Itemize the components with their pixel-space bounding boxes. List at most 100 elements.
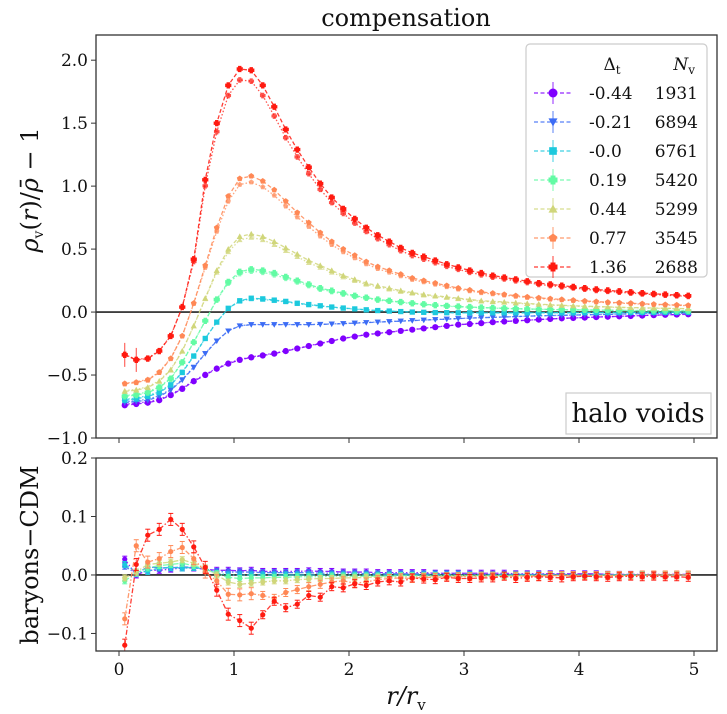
data-point: [593, 574, 599, 580]
data-point: [340, 585, 346, 591]
data-point: [420, 317, 427, 324]
series-0.19: [121, 266, 692, 400]
data-point: [558, 282, 565, 289]
data-point: [213, 338, 220, 345]
data-point: [236, 323, 243, 330]
data-point: [650, 304, 657, 311]
y-tick-label: 0.0: [61, 303, 88, 323]
annotation-box: [565, 392, 712, 435]
data-point: [420, 325, 427, 332]
legend-entry: 0.44 5299: [534, 198, 698, 220]
data-point: [443, 316, 450, 323]
legend-nv: 6761: [655, 142, 698, 162]
data-point: [225, 82, 232, 89]
data-point: [271, 103, 278, 110]
data-point: [236, 175, 243, 182]
data-point: [294, 214, 300, 220]
data-point: [386, 319, 393, 325]
data-point: [605, 574, 611, 580]
data-point: [190, 322, 197, 329]
legend-delta: -0.44: [589, 84, 633, 104]
legend-box: [525, 43, 708, 278]
data-point: [397, 287, 404, 294]
data-point: [489, 298, 496, 304]
data-point: [121, 351, 128, 358]
data-point: [627, 289, 634, 296]
data-point: [548, 175, 558, 185]
data-point: [214, 319, 220, 325]
data-point: [248, 172, 255, 179]
data-point: [558, 302, 565, 308]
data-point: [179, 369, 185, 376]
data-point: [156, 397, 163, 404]
data-point: [513, 575, 519, 582]
data-point: [639, 300, 646, 307]
data-point: [466, 296, 473, 302]
data-point: [685, 302, 692, 308]
data-point: [248, 179, 254, 185]
data-point: [570, 297, 577, 303]
data-point: [513, 310, 519, 316]
data-point: [156, 378, 163, 384]
data-point: [466, 320, 473, 328]
data-point: [409, 318, 416, 324]
data-point: [317, 229, 324, 236]
data-point: [260, 296, 266, 302]
data-point: [213, 120, 220, 127]
data-point: [375, 307, 381, 314]
data-point: [225, 328, 232, 335]
data-point: [122, 575, 128, 581]
data-point: [535, 301, 542, 307]
data-point: [294, 586, 300, 593]
data-point: [466, 315, 473, 322]
data-point: [662, 301, 669, 308]
annotation-text: halo voids: [571, 399, 704, 429]
data-point: [443, 322, 450, 330]
data-point: [259, 237, 266, 243]
data-point: [662, 574, 668, 580]
data-point: [282, 244, 289, 251]
data-point: [455, 285, 462, 291]
data-point: [455, 264, 462, 271]
data-point: [558, 296, 565, 302]
data-point: [248, 230, 255, 237]
legend-entry: -0.44 1931: [534, 82, 698, 104]
data-point: [329, 304, 335, 310]
data-point: [236, 356, 243, 364]
data-point: [179, 332, 186, 339]
data-point: [352, 581, 358, 587]
y-tick-label: 0.1: [61, 507, 88, 527]
legend-entry: -0.0 6761: [534, 140, 698, 162]
data-point: [489, 290, 496, 296]
data-point: [317, 285, 324, 292]
data-point: [282, 126, 289, 133]
data-point: [489, 304, 496, 312]
data-point: [294, 277, 301, 284]
data-point: [547, 310, 553, 316]
data-point: [374, 232, 381, 239]
data-point: [260, 184, 266, 190]
data-point: [283, 589, 289, 596]
data-point: [628, 573, 634, 579]
data-point: [409, 300, 416, 307]
data-point: [306, 592, 312, 599]
data-point: [145, 393, 151, 400]
data-point: [214, 587, 220, 593]
data-point: [317, 180, 324, 187]
data-point: [351, 333, 358, 340]
data-point: [317, 186, 324, 193]
data-point: [386, 238, 393, 245]
data-point: [501, 274, 508, 281]
data-point: [351, 252, 358, 258]
top-panel: −1.0 −0.5 0.0 0.5 1.0 1.5 2.0 halo voids Δt Nv -0.…: [47, 34, 718, 449]
data-point: [260, 612, 266, 618]
data-point: [317, 262, 324, 268]
data-point: [512, 305, 519, 312]
data-point: [167, 375, 174, 382]
data-point: [282, 348, 289, 355]
top-ylabel: ρv(r)/ρ̄ − 1: [16, 127, 47, 253]
data-point: [294, 146, 301, 153]
data-point: [144, 389, 151, 396]
data-point: [386, 285, 393, 291]
data-point: [466, 286, 473, 293]
